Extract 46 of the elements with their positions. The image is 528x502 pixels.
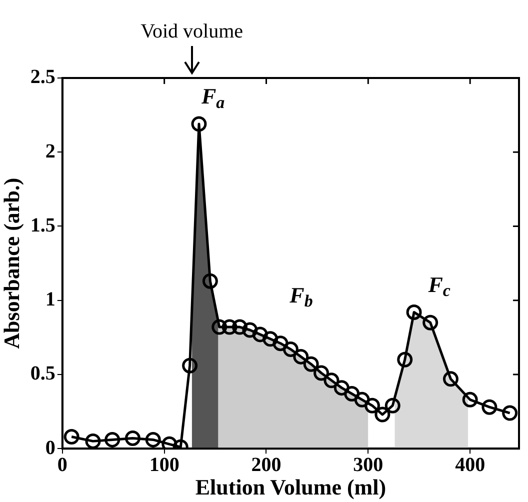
point <box>191 116 207 132</box>
point <box>212 319 228 335</box>
point <box>182 358 198 374</box>
point <box>272 336 288 352</box>
point <box>482 399 498 415</box>
y-axis-title: Absorbance (arb.) <box>0 178 24 349</box>
x-tick-label: 300 <box>353 454 384 476</box>
point <box>242 322 258 338</box>
point <box>384 398 400 414</box>
x-axis-title: Elution Volume (ml) <box>195 474 386 500</box>
point <box>124 430 140 446</box>
point <box>354 392 370 408</box>
x-tick-label: 100 <box>149 454 180 476</box>
point <box>502 405 518 421</box>
point <box>303 356 319 372</box>
point <box>104 432 120 448</box>
point <box>422 314 438 330</box>
point <box>406 304 422 320</box>
y-tick-label: 0.5 <box>30 362 56 385</box>
point <box>334 380 350 396</box>
point <box>314 365 330 381</box>
point <box>222 319 238 335</box>
point <box>282 342 298 358</box>
point <box>145 432 161 448</box>
x-tick-label: 400 <box>455 454 486 476</box>
point <box>324 372 340 388</box>
text: Void volume <box>140 20 244 42</box>
point <box>252 326 268 342</box>
y-tick-label: 1.5 <box>30 214 56 236</box>
y-tick-label: 0 <box>45 436 56 459</box>
point <box>462 392 478 408</box>
point <box>202 273 218 289</box>
y-tick-label: 1 <box>45 288 56 311</box>
y-tick-label: 2.5 <box>30 66 56 88</box>
point <box>344 386 360 402</box>
y-tick-label: 2 <box>45 140 56 162</box>
point <box>232 319 248 335</box>
point <box>364 398 380 414</box>
point <box>262 331 278 347</box>
point <box>442 371 458 387</box>
point <box>85 433 101 449</box>
point <box>397 352 413 368</box>
point <box>64 428 80 444</box>
point <box>293 348 309 364</box>
x-tick-label: 200 <box>251 454 282 476</box>
point <box>374 406 390 422</box>
